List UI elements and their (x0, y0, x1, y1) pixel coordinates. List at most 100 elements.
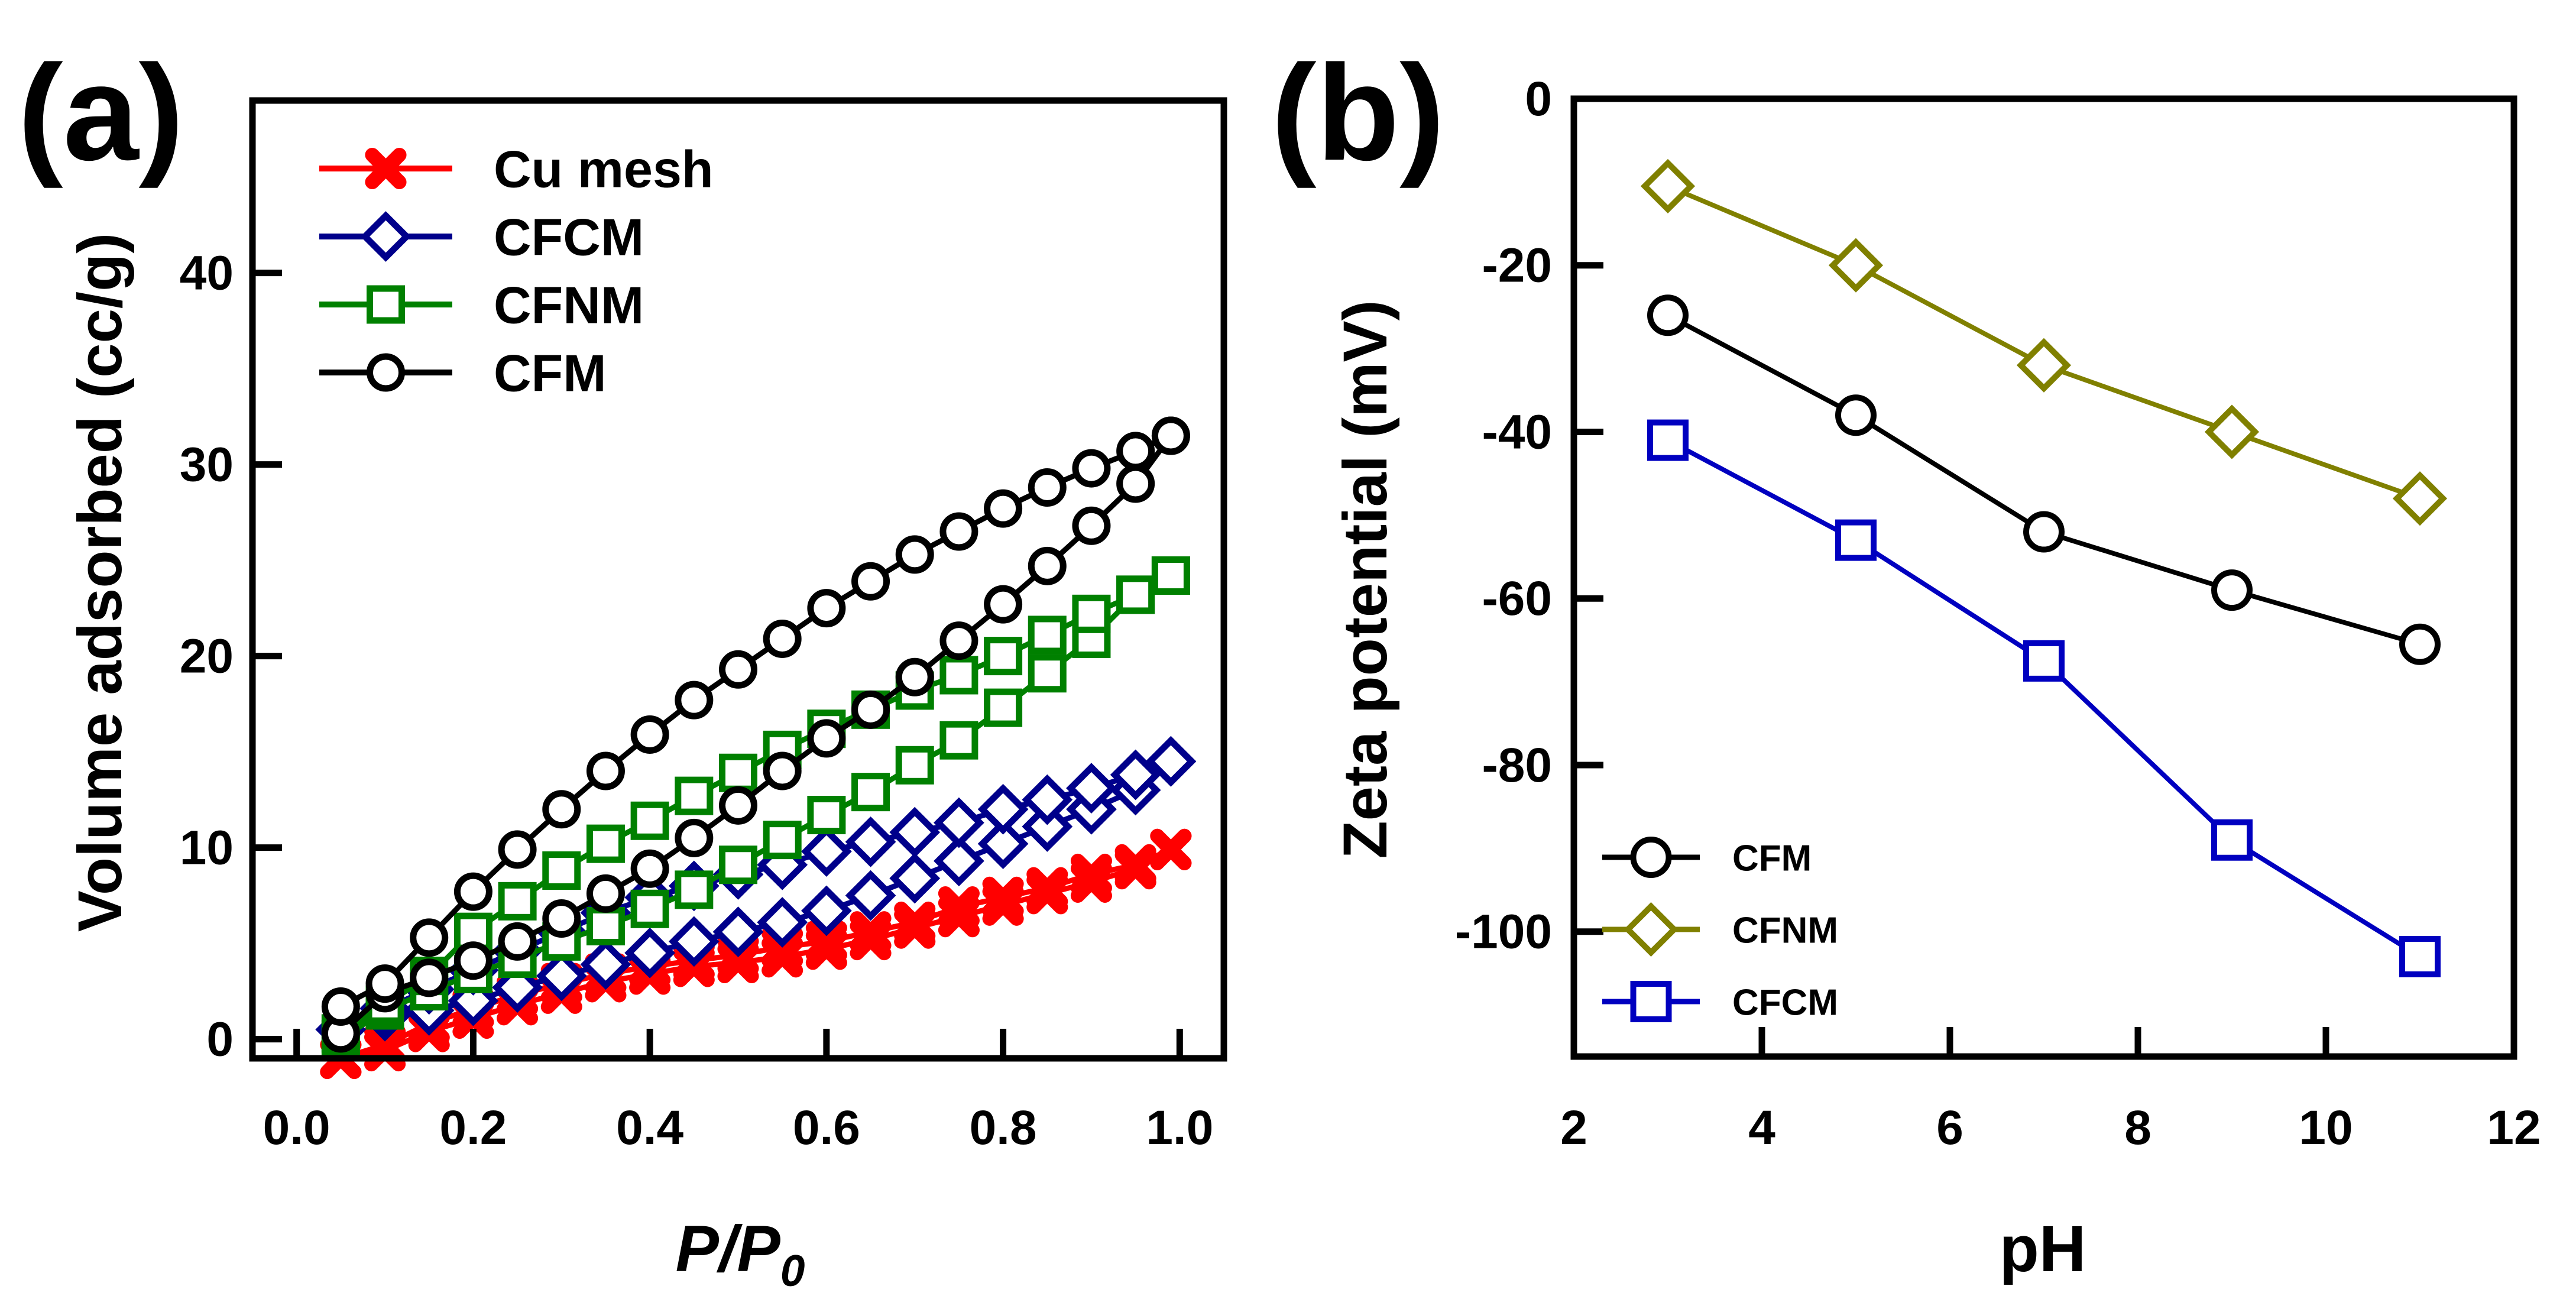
data-point (1151, 556, 1190, 595)
legend-label: Cu mesh (494, 140, 714, 199)
legend-marker-x-icon (365, 147, 407, 190)
legend-marker-circle-icon (1630, 837, 1672, 878)
data-point (668, 916, 720, 967)
data-point (939, 721, 978, 760)
x-tick-label: 0.8 (970, 1101, 1037, 1155)
legend-item: CFNM (319, 276, 644, 335)
data-point (807, 589, 846, 628)
x-tick-label: 10 (2299, 1101, 2353, 1155)
data-point (410, 918, 449, 957)
data-point (895, 657, 934, 696)
x-tick-label: 2 (1560, 1101, 1587, 1155)
legend-label: CFCM (494, 208, 644, 267)
x-tick-label: 0.4 (616, 1101, 683, 1155)
data-point (801, 826, 852, 877)
x-tick-label: 4 (1748, 1101, 1775, 1155)
data-point (586, 906, 625, 945)
legend-item: CFNM (1602, 902, 1838, 957)
data-point (1116, 575, 1155, 614)
data-point (889, 853, 941, 904)
legend-marker-circle-icon (367, 353, 405, 392)
data-point (1028, 615, 1067, 654)
x-tick-label: 6 (1936, 1101, 1963, 1155)
data-point (984, 637, 1023, 676)
y-tick-label: 40 (180, 247, 234, 300)
data-point (1028, 654, 1067, 693)
data-point (807, 719, 846, 758)
axes-frame (1570, 95, 2517, 1060)
data-point (498, 882, 537, 921)
data-point (851, 562, 890, 601)
data-point (1640, 158, 1696, 213)
data-point (580, 939, 631, 990)
data-point (719, 650, 757, 689)
legend-item: CFM (1602, 837, 1812, 879)
data-point (1116, 464, 1155, 503)
data-point (845, 870, 896, 921)
data-point (1828, 238, 1884, 293)
data-point (934, 835, 984, 887)
data-point (1116, 432, 1155, 471)
data-point (850, 911, 892, 953)
legend-label: CFNM (1732, 910, 1838, 951)
data-point (1151, 416, 1190, 455)
legend-item: CFM (319, 344, 607, 403)
data-point (498, 922, 537, 961)
data-point (624, 927, 676, 978)
x-tick-label: 12 (2487, 1101, 2541, 1155)
series-cfm (1647, 294, 2441, 665)
x-tick-label: 8 (2124, 1101, 2151, 1155)
data-point (586, 751, 625, 790)
data-point (1647, 419, 1689, 461)
y-axis-label-b: Zeta potential (mV) (1331, 300, 1400, 858)
series-cfnm (1640, 158, 2448, 526)
data-point (939, 512, 978, 551)
data-point (365, 964, 404, 1003)
data-point (2023, 511, 2065, 553)
data-point (1072, 506, 1111, 545)
data-point (1647, 294, 1689, 336)
data-point (851, 773, 890, 812)
data-point (1114, 844, 1156, 886)
data-point (2392, 471, 2448, 526)
data-point (321, 987, 360, 1026)
data-point (763, 821, 802, 860)
panel-a-plot: 0.0 0.2 0.4 0.6 0.8 1.0 0 10 20 30 40 Cu mesh CFCM CF… (180, 97, 1227, 1155)
x-axis-label-subscript: 0 (780, 1246, 805, 1295)
data-point (1070, 853, 1112, 896)
data-point (630, 801, 669, 840)
legend-item: CFCM (1602, 981, 1838, 1023)
y-tick-label: -20 (1482, 239, 1552, 293)
data-point (2211, 819, 2253, 861)
data-point (939, 656, 978, 695)
data-point (807, 796, 846, 835)
data-point (453, 941, 492, 980)
data-point (1072, 449, 1111, 488)
data-point (675, 870, 714, 909)
legend-label: CFM (1732, 838, 1812, 879)
data-point (719, 786, 757, 825)
data-point (410, 958, 449, 997)
panel-label-a: (a) (18, 37, 184, 189)
legend-marker-square-icon (1630, 981, 1672, 1022)
data-point (675, 776, 714, 815)
axes-frame (249, 97, 1227, 1062)
data-point (851, 690, 890, 729)
data-point (630, 849, 669, 888)
x-tick-label: 0.2 (439, 1101, 507, 1155)
data-point (1110, 749, 1161, 801)
data-point (1022, 774, 1073, 825)
legend-item: CFCM (319, 208, 644, 267)
data-point (984, 489, 1023, 528)
legend-label: CFM (494, 344, 607, 403)
legend-marker-diamond-icon (360, 211, 411, 262)
y-tick-label: 0 (1525, 72, 1552, 126)
data-point (845, 816, 896, 867)
data-point (894, 901, 936, 944)
data-point (984, 688, 1023, 727)
data-point (1072, 594, 1111, 633)
data-point (542, 851, 581, 890)
data-point (763, 619, 802, 658)
data-point (630, 889, 669, 928)
data-point (536, 950, 587, 1002)
